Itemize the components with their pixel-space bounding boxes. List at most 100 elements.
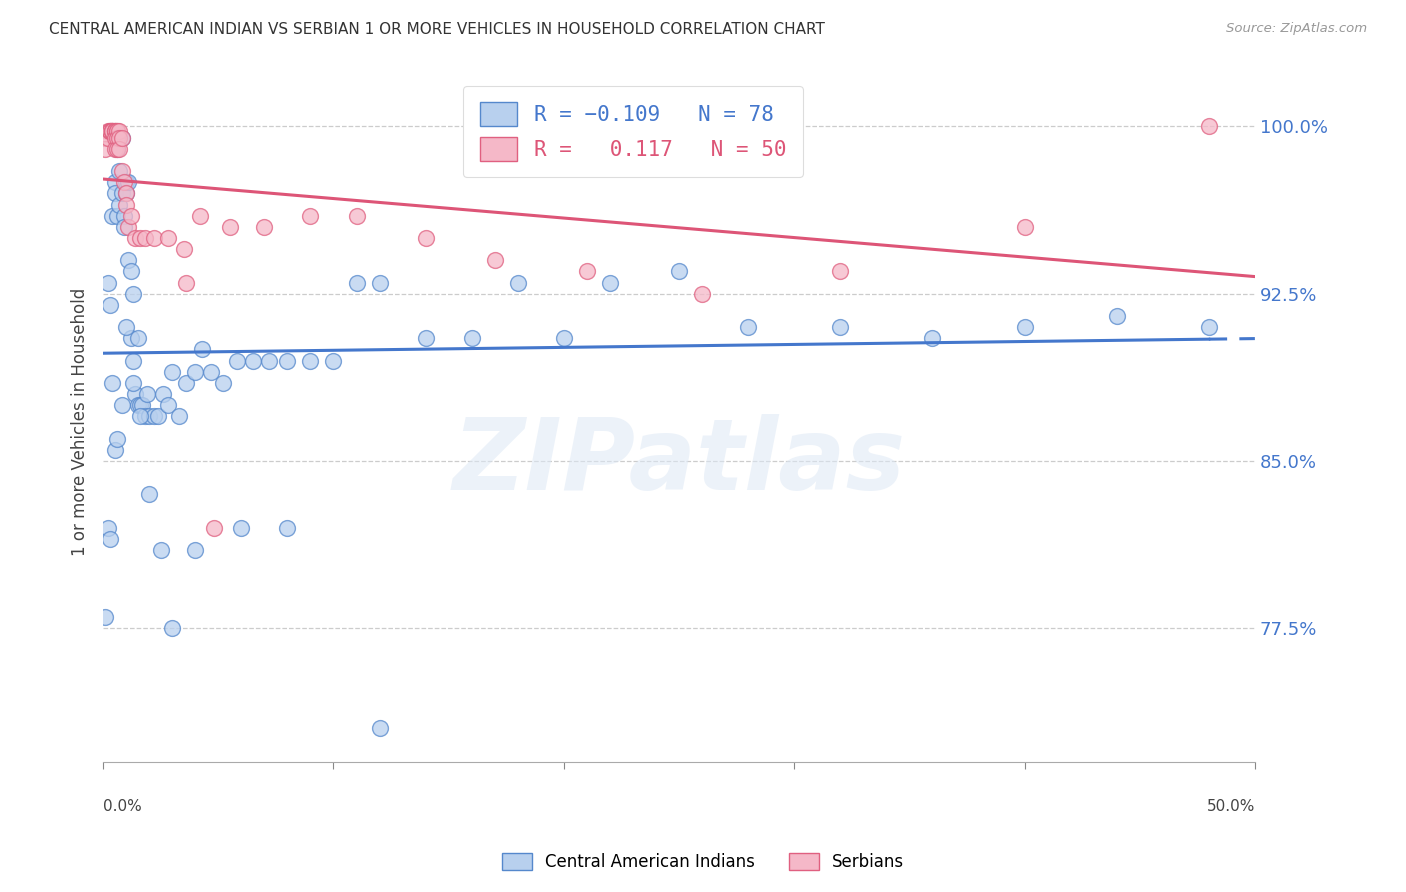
- Point: [124, 387, 146, 401]
- Point: [276, 353, 298, 368]
- Point: [101, 124, 124, 138]
- Point: [98, 124, 121, 138]
- Point: [110, 164, 132, 178]
- Point: [156, 231, 179, 245]
- Point: [142, 409, 165, 424]
- Y-axis label: 1 or more Vehicles in Household: 1 or more Vehicles in Household: [72, 288, 89, 556]
- Point: [120, 264, 142, 278]
- Point: [104, 175, 127, 189]
- Point: [191, 343, 214, 357]
- Point: [97, 130, 120, 145]
- Point: [1198, 320, 1220, 334]
- Point: [117, 219, 139, 234]
- Point: [101, 209, 124, 223]
- Point: [112, 175, 135, 189]
- Point: [104, 124, 127, 138]
- Point: [108, 142, 131, 156]
- Point: [134, 409, 156, 424]
- Point: [127, 331, 149, 345]
- Point: [105, 209, 128, 223]
- Point: [94, 130, 117, 145]
- Point: [108, 164, 131, 178]
- Point: [152, 387, 174, 401]
- Point: [98, 124, 121, 138]
- Point: [276, 521, 298, 535]
- Point: [173, 242, 195, 256]
- Point: [105, 124, 128, 138]
- Point: [188, 209, 211, 223]
- Point: [129, 231, 152, 245]
- Point: [830, 320, 852, 334]
- Point: [122, 376, 145, 390]
- Point: [108, 124, 131, 138]
- Point: [104, 186, 127, 201]
- Point: [184, 365, 207, 379]
- Point: [242, 353, 264, 368]
- Point: [218, 219, 240, 234]
- Point: [117, 253, 139, 268]
- Point: [105, 142, 128, 156]
- Point: [104, 124, 127, 138]
- Point: [101, 124, 124, 138]
- Point: [299, 209, 322, 223]
- Point: [506, 276, 529, 290]
- Point: [98, 532, 121, 546]
- Point: [156, 398, 179, 412]
- Point: [921, 331, 943, 345]
- Point: [138, 487, 160, 501]
- Point: [346, 209, 368, 223]
- Point: [120, 209, 142, 223]
- Point: [202, 521, 225, 535]
- Point: [104, 124, 127, 138]
- Point: [134, 231, 156, 245]
- Point: [115, 320, 138, 334]
- Point: [131, 398, 153, 412]
- Point: [135, 387, 157, 401]
- Point: [253, 219, 276, 234]
- Point: [94, 142, 117, 156]
- Point: [112, 219, 135, 234]
- Point: [1014, 320, 1036, 334]
- Point: [101, 376, 124, 390]
- Point: [108, 130, 131, 145]
- Point: [104, 130, 127, 145]
- Point: [115, 175, 138, 189]
- Point: [299, 353, 322, 368]
- Text: Source: ZipAtlas.com: Source: ZipAtlas.com: [1226, 22, 1367, 36]
- Point: [98, 298, 121, 312]
- Point: [101, 124, 124, 138]
- Point: [231, 521, 253, 535]
- Text: ZIPatlas: ZIPatlas: [453, 414, 905, 511]
- Point: [460, 331, 482, 345]
- Point: [1105, 309, 1128, 323]
- Point: [668, 264, 690, 278]
- Point: [575, 264, 598, 278]
- Point: [122, 353, 145, 368]
- Legend: Central American Indians, Serbians: Central American Indians, Serbians: [494, 845, 912, 880]
- Point: [599, 276, 621, 290]
- Point: [484, 253, 506, 268]
- Point: [110, 398, 132, 412]
- Point: [115, 197, 138, 211]
- Point: [124, 231, 146, 245]
- Point: [690, 286, 713, 301]
- Point: [129, 409, 152, 424]
- Text: 0.0%: 0.0%: [103, 799, 142, 814]
- Point: [415, 331, 437, 345]
- Point: [127, 398, 149, 412]
- Point: [322, 353, 344, 368]
- Point: [138, 409, 160, 424]
- Point: [212, 376, 235, 390]
- Point: [97, 124, 120, 138]
- Point: [737, 320, 759, 334]
- Point: [415, 231, 437, 245]
- Point: [105, 124, 128, 138]
- Point: [1198, 120, 1220, 134]
- Point: [160, 621, 183, 635]
- Point: [1014, 219, 1036, 234]
- Point: [104, 142, 127, 156]
- Point: [225, 353, 247, 368]
- Point: [122, 286, 145, 301]
- Point: [108, 130, 131, 145]
- Point: [368, 722, 391, 736]
